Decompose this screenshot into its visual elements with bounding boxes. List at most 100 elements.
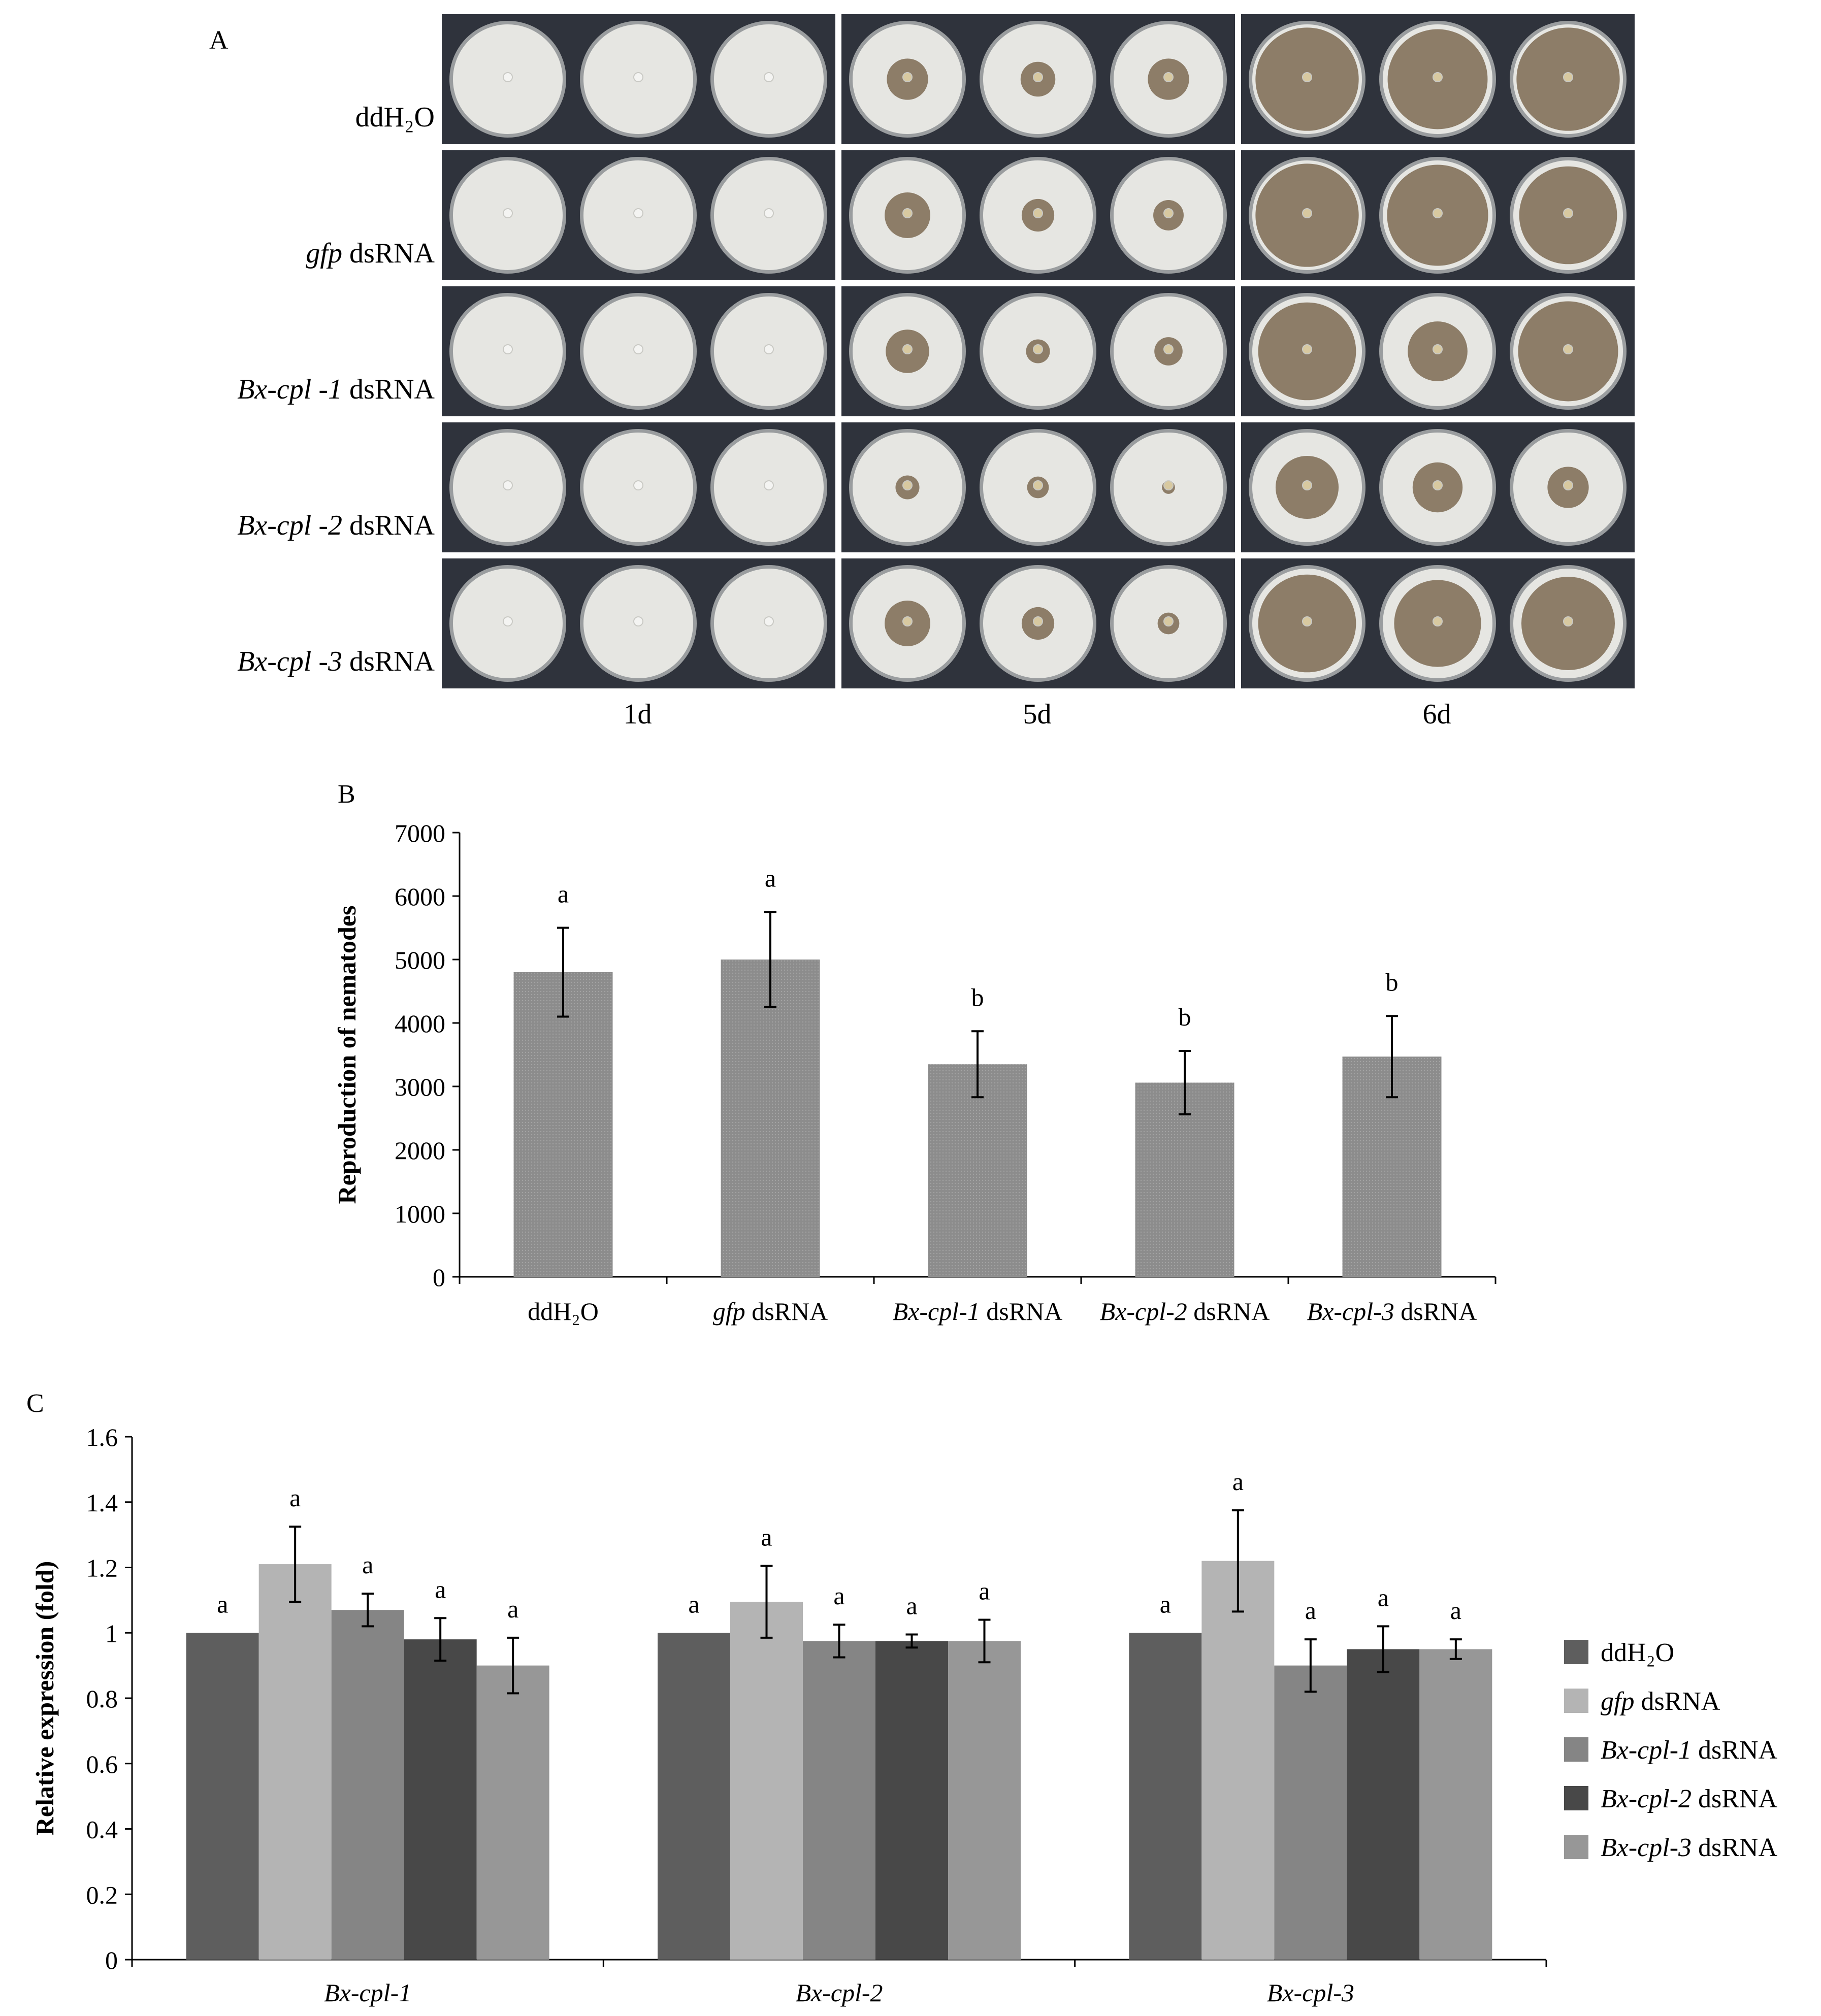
petri-dish <box>980 565 1096 682</box>
petri-dish <box>980 157 1096 274</box>
x-tick-label: gfp dsRNA <box>713 1297 828 1326</box>
x-tick-label: Bx-cpl-3 <box>1267 1978 1354 2007</box>
x-tick-label: Bx-cpl-3 dsRNA <box>1307 1297 1477 1326</box>
bar <box>476 1665 549 1960</box>
x-tick-label: Bx-cpl-2 <box>795 1978 883 2007</box>
petri-dish <box>1249 293 1365 410</box>
bar <box>928 1064 1027 1277</box>
significance-label: a <box>362 1550 373 1579</box>
petri-dish <box>580 429 697 546</box>
petri-dish <box>849 565 966 682</box>
petri-dish <box>849 157 966 274</box>
significance-label: a <box>507 1595 518 1623</box>
x-tick-label: Bx-cpl-1 <box>324 1978 411 2007</box>
legend-label: Bx-cpl-2 dsRNA <box>1601 1784 1777 1813</box>
legend-label: ddH₂O <box>1601 1638 1674 1667</box>
petri-dish <box>710 157 827 274</box>
y-tick-label: 2000 <box>395 1136 445 1165</box>
row-label-1: gfp dsRNA <box>306 238 435 269</box>
legend-swatch <box>1564 1737 1588 1762</box>
petri-dish <box>580 157 697 274</box>
petri-dish <box>1110 21 1227 138</box>
bar <box>1347 1649 1420 1960</box>
y-tick-label: 1.4 <box>86 1489 118 1517</box>
petri-dish <box>580 565 697 682</box>
bar <box>721 960 820 1277</box>
petri-dish <box>710 293 827 410</box>
significance-label: a <box>833 1581 844 1610</box>
petri-dish <box>1249 565 1365 682</box>
petri-dish <box>710 565 827 682</box>
significance-label: a <box>1378 1583 1389 1611</box>
y-tick-label: 1.2 <box>86 1554 118 1582</box>
bar <box>730 1602 803 1960</box>
petri-dish <box>849 21 966 138</box>
petri-dish <box>849 293 966 410</box>
legend-swatch <box>1564 1640 1588 1664</box>
bar <box>513 972 613 1277</box>
y-tick-label: 0.2 <box>86 1880 118 1909</box>
significance-label: b <box>1179 1003 1191 1031</box>
bar <box>404 1639 477 1960</box>
panel-c-letter: C <box>26 1389 44 1418</box>
bar <box>948 1641 1021 1960</box>
y-tick-label: 7000 <box>395 819 445 847</box>
petri-dish <box>1510 21 1627 138</box>
petri-dish <box>1110 565 1227 682</box>
plate-photo-grid <box>442 14 1635 695</box>
bar <box>803 1641 875 1960</box>
y-tick-label: 3000 <box>395 1073 445 1101</box>
y-tick-label: 1000 <box>395 1200 445 1228</box>
chart-c-relative-expression: 0 0.2 0.4 0.6 0.8 1 1.2 1.4 1.6 Relative expressi… <box>30 1423 1777 2007</box>
x-tick-label: ddH₂O <box>528 1297 599 1326</box>
significance-label: a <box>688 1590 699 1618</box>
significance-label: a <box>1305 1596 1316 1625</box>
petri-dish <box>449 565 566 682</box>
petri-dish <box>449 157 566 274</box>
petri-dish <box>1249 157 1365 274</box>
bar <box>1201 1561 1275 1960</box>
bar <box>1129 1633 1202 1960</box>
y-axis-label: Reproduction of nematodes <box>333 906 361 1204</box>
panel-a-letter: A <box>209 26 229 55</box>
x-tick-label: Bx-cpl-2 dsRNA <box>1100 1297 1270 1326</box>
legend-label: Bx-cpl-1 dsRNA <box>1601 1736 1777 1765</box>
petri-dish <box>1110 293 1227 410</box>
significance-label: a <box>906 1591 917 1620</box>
petri-dish <box>980 429 1096 546</box>
legend-swatch <box>1564 1835 1588 1859</box>
x-tick-label: Bx-cpl-1 dsRNA <box>893 1297 1063 1326</box>
bar <box>331 1610 404 1960</box>
bar <box>258 1564 332 1960</box>
chart-b-reproduction: 0 1000 2000 3000 4000 5000 6000 7000 Reproductio… <box>333 819 1497 1326</box>
petri-dish <box>1249 429 1365 546</box>
petri-dish <box>980 21 1096 138</box>
panel-a: A ddH₂O gfp dsRNA Bx-cpl -1 dsRNA Bx-cpl -2… <box>0 0 1821 751</box>
y-tick-label: 0.4 <box>86 1815 118 1844</box>
y-tick-label: 5000 <box>395 946 445 974</box>
legend-swatch <box>1564 1786 1588 1810</box>
legend-label: gfp dsRNA <box>1601 1687 1720 1716</box>
panel-b-letter: B <box>338 780 355 809</box>
petri-dish <box>710 21 827 138</box>
petri-dish <box>1110 157 1227 274</box>
y-tick-label: 0.8 <box>86 1684 118 1713</box>
significance-label: b <box>971 983 984 1011</box>
petri-dish <box>1510 429 1627 546</box>
significance-label: a <box>1160 1590 1171 1618</box>
significance-label: a <box>558 880 569 908</box>
petri-dish <box>1379 565 1496 682</box>
petri-dish <box>449 293 566 410</box>
significance-label: a <box>1450 1596 1461 1625</box>
row-label-3: Bx-cpl -2 dsRNA <box>237 510 435 541</box>
significance-label: b <box>1386 968 1399 996</box>
significance-label: a <box>765 864 776 892</box>
y-tick-label: 1.6 <box>86 1423 118 1451</box>
significance-label: a <box>217 1590 228 1618</box>
petri-dish <box>1379 21 1496 138</box>
significance-label: a <box>979 1577 990 1605</box>
petri-dish <box>1379 157 1496 274</box>
petri-dish <box>1510 565 1627 682</box>
bar <box>1274 1665 1347 1960</box>
row-label-4: Bx-cpl -3 dsRNA <box>237 646 435 677</box>
